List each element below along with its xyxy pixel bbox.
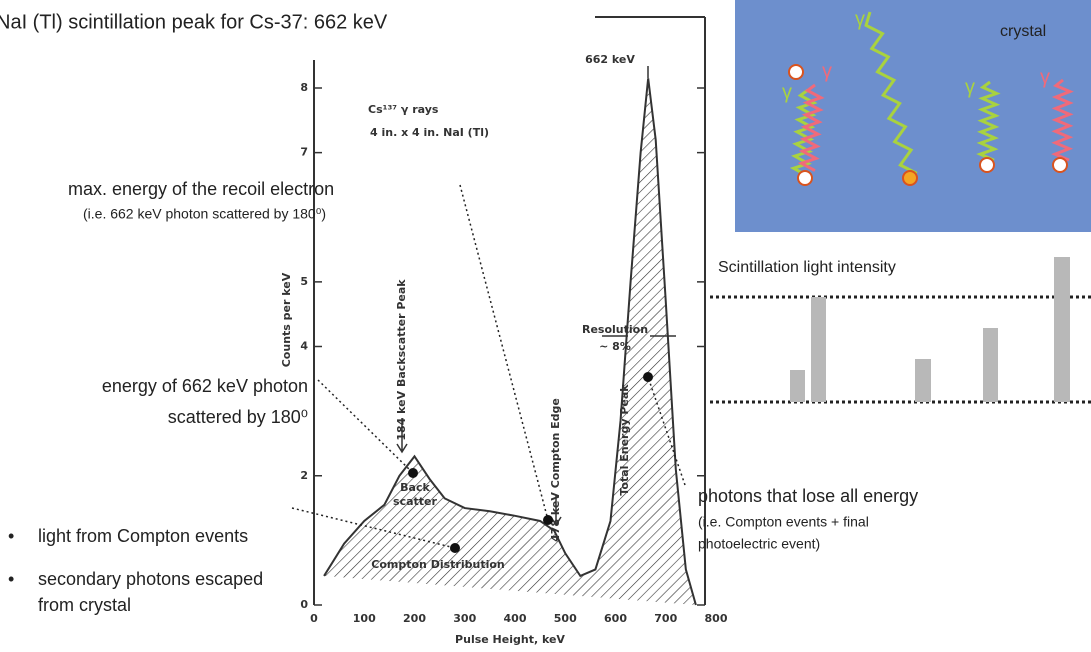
pointer-dot (450, 543, 460, 553)
y-tick-label: 7 (300, 146, 308, 159)
pointer (459, 184, 549, 521)
pointer (317, 379, 414, 474)
x-tick-label: 400 (504, 612, 527, 625)
chart-label: 478 keV Compton Edge (549, 398, 562, 542)
gamma-ray (797, 83, 825, 172)
y-tick-label: 5 (300, 275, 308, 288)
x-tick-label: 600 (604, 612, 627, 625)
pointer (647, 376, 686, 486)
x-tick-label: 500 (554, 612, 577, 625)
chart-label: ~ 8% (599, 340, 631, 353)
bullet-text: light from Compton events (38, 526, 248, 546)
x-tick-label: 100 (353, 612, 376, 625)
annotation-note: photoelectric event) (698, 536, 820, 552)
intensity-label: Scintillation light intensity (718, 259, 896, 276)
bullet-text: secondary photons escaped (38, 569, 263, 589)
annotation: energy of 662 keV photon (102, 376, 308, 396)
annotation: scattered by 180⁰ (168, 407, 308, 427)
chart-label: 662 keV (585, 53, 635, 66)
spectrum-line (323, 78, 697, 606)
annotation: photons that lose all energy (698, 486, 918, 506)
gamma-symbol: γ (822, 60, 832, 82)
chart-label: Total Energy Peak (618, 384, 631, 496)
y-tick-label: 2 (300, 469, 308, 482)
light-bars (790, 257, 1070, 402)
spectrum-chart: 0 2 4 5 7 8 0 100 200 300 400 500 600 700 800 Pulse Hei… (280, 16, 728, 646)
pointer-dots (408, 372, 653, 553)
bullet: • (8, 526, 14, 546)
light-bar (811, 297, 826, 402)
title: NaI (Tl) scintillation peak for Cs-37: 6… (0, 11, 388, 33)
annotation-note: (i.e. Compton events + final (698, 514, 869, 530)
gammas: γ γ γ γ γ (782, 8, 1074, 186)
bullet: • (8, 569, 14, 589)
pointer-dot (408, 468, 418, 478)
x-tick-label: 700 (654, 612, 677, 625)
y-tick-label: 0 (300, 598, 308, 611)
x-tick-label: 0 (310, 612, 318, 625)
light-bar (790, 370, 805, 402)
chart-label: Pulse Height, keV (455, 633, 565, 646)
gamma-symbol: γ (965, 76, 975, 98)
chart-label: scatter (393, 495, 437, 508)
chart-label: Cs¹³⁷ γ rays (368, 103, 439, 116)
interaction (1052, 157, 1068, 173)
light-bar (915, 359, 931, 402)
chart-label: Compton Distribution (371, 558, 504, 571)
interaction (979, 157, 995, 173)
y-tick-label: 8 (300, 81, 308, 94)
pointer-dot (643, 372, 653, 382)
light-bar (983, 328, 998, 402)
interaction (797, 170, 813, 186)
chart-label: Resolution (582, 323, 648, 336)
gamma-ray (864, 11, 918, 175)
gamma-symbol: γ (1040, 66, 1050, 88)
annotation: max. energy of the recoil electron (68, 179, 334, 199)
chart-label: 4 in. x 4 in. NaI (Tl) (370, 126, 489, 139)
arrow (396, 66, 676, 527)
gamma-ray (976, 80, 1001, 162)
annotation-note: (i.e. 662 keV photon scattered by 180⁰) (83, 206, 326, 222)
x-tick-label: 300 (453, 612, 476, 625)
x-tick-label: 200 (403, 612, 426, 625)
gamma-ray (1051, 78, 1074, 162)
y-tick-label: 4 (300, 340, 308, 353)
light-bar (1054, 257, 1070, 402)
interaction (788, 64, 804, 80)
crystal-label: crystal (1000, 23, 1046, 40)
interaction (902, 170, 918, 186)
chart-label: Back (400, 481, 430, 494)
crystal-box (735, 0, 1091, 232)
chart-label: Counts per keV (280, 272, 293, 367)
pointer-dot (543, 515, 553, 525)
chart-label: 184 keV Backscatter Peak (395, 279, 408, 441)
bullet-text: from crystal (38, 595, 131, 615)
x-tick-label: 800 (705, 612, 728, 625)
gamma-symbol: γ (782, 81, 792, 103)
gamma-symbol: γ (855, 8, 865, 30)
